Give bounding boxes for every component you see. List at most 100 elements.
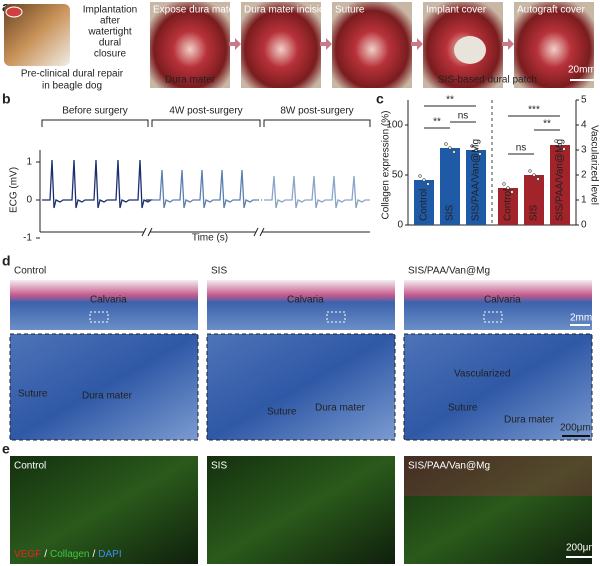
patch (454, 36, 486, 64)
stain-legend-item: DAPI (98, 549, 121, 560)
period-label: Before surgery (62, 106, 128, 117)
y2-tick-label: 0 (581, 220, 587, 231)
fluorescence-image (207, 456, 395, 564)
y-axis-label: ECG (mV) (9, 167, 20, 213)
data-point (470, 144, 474, 148)
bar (440, 148, 460, 225)
implant-note: after (100, 16, 121, 27)
roi-box (89, 311, 109, 323)
y-tick-label: -1 (23, 233, 32, 244)
data-point (422, 178, 426, 182)
step-arrow (411, 38, 423, 50)
surgery-photo (150, 2, 230, 88)
data-point (448, 146, 452, 150)
ecg-trace (152, 169, 258, 209)
panel-label: e (2, 441, 10, 457)
ecg-trace (264, 175, 370, 209)
period-bracket (41, 119, 149, 127)
category-label: SIS/PAA/Van@Mg (555, 139, 566, 221)
annotation: Dura mater (165, 75, 216, 86)
data-point (444, 142, 448, 146)
period-bracket (263, 119, 371, 127)
zoom-label: Suture (267, 407, 297, 418)
implant-note: dural (99, 38, 121, 49)
y2-tick-label: 5 (581, 95, 587, 106)
histology-zoom (9, 333, 199, 441)
group-label: Control (14, 461, 46, 472)
panel-label: c (376, 91, 384, 107)
significance-label: ns (458, 111, 469, 122)
group-label: Control (14, 266, 46, 277)
category-label: SIS (445, 205, 456, 221)
roi-box (483, 311, 503, 323)
group-label: SIS (211, 266, 227, 277)
fluorescence-image (404, 456, 592, 564)
data-point (554, 139, 558, 143)
surgery-photo (332, 2, 412, 88)
data-point (502, 182, 506, 186)
step-label: Suture (335, 5, 365, 16)
category-label: Control (419, 189, 430, 221)
zoom-label: Dura mater (504, 415, 555, 426)
step-arrow (229, 38, 241, 50)
y-tick-label: 1 (26, 157, 32, 168)
scale-bar-label: 200μm (566, 543, 597, 554)
implant-note: watertight (87, 27, 132, 38)
zoom-label: Suture (448, 403, 478, 414)
significance-label: ns (516, 143, 527, 154)
data-point (478, 152, 482, 156)
scale-bar-label: 20mm (568, 65, 596, 76)
data-point (452, 150, 456, 154)
period-label: 8W post-surgery (280, 106, 353, 117)
significance-label: ** (446, 95, 454, 106)
surgery-photo (514, 2, 594, 88)
data-point (418, 174, 422, 178)
stain-legend-item: / (44, 549, 47, 560)
data-point (558, 143, 562, 147)
group-label: SIS (211, 461, 227, 472)
bar (498, 188, 518, 225)
step-label: Dura mater incision (244, 5, 330, 16)
zoom-label: Suture (18, 389, 48, 400)
dog-caption: in beagle dog (42, 81, 102, 92)
overview-label: Calvaria (287, 295, 324, 306)
fluorescence-image (10, 456, 198, 564)
ecg-trace (42, 159, 154, 209)
zoom-label: Dura mater (82, 391, 133, 402)
data-point (474, 148, 478, 152)
axis-break (141, 227, 265, 237)
data-point (506, 186, 510, 190)
period-label: 4W post-surgery (169, 106, 242, 117)
zoom-label: Vascularized (454, 369, 511, 380)
dog-caption: Pre-clinical dural repair (21, 69, 124, 80)
scale-bar-label: 200μm (560, 423, 591, 434)
y2-tick-label: 4 (581, 120, 587, 131)
overview-label: Calvaria (90, 295, 127, 306)
y-axis-label: Collagen expression (%) (381, 111, 392, 220)
y2-tick-label: 2 (581, 170, 587, 181)
significance-label: ** (433, 117, 441, 128)
histology-zoom (206, 333, 396, 441)
data-point (532, 173, 536, 177)
zoom-label: Dura mater (315, 403, 366, 414)
y-tick-label: 50 (392, 170, 404, 181)
y-tick-label: 0 (397, 220, 403, 231)
category-label: SIS (529, 205, 540, 221)
category-label: SIS/PAA/Van@Mg (471, 139, 482, 221)
implant-note: closure (94, 49, 127, 60)
roi-box (326, 311, 346, 323)
period-bracket (151, 119, 261, 127)
data-point (426, 182, 430, 186)
y2-axis-label: Vascularized level (588, 125, 599, 205)
surgery-photo (241, 2, 321, 88)
step-label: Autograft cover (517, 5, 585, 16)
data-point (528, 169, 532, 173)
implant-mark (5, 6, 23, 18)
data-point (562, 147, 566, 151)
significance-label: ** (543, 119, 551, 130)
bar (414, 180, 434, 225)
bar (466, 150, 486, 225)
panel-label: b (2, 91, 11, 107)
dog-photo (4, 4, 70, 66)
implant-note: Implantation (83, 5, 137, 16)
